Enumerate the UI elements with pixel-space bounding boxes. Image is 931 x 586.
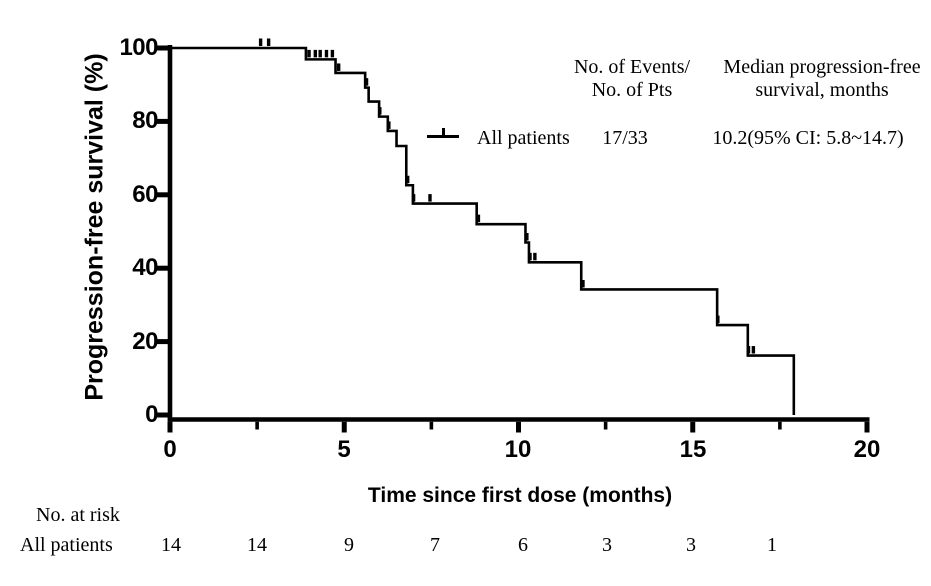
events-column-header-line1: No. of Events/ [573,56,691,78]
risk-count-7: 1 [767,534,777,556]
risk-count-1: 14 [247,534,267,556]
median-column-header: Median progression-free survival, months [723,56,920,102]
x-tick-label-0: 0 [163,436,177,463]
events-column-header-line2: No. of Pts [591,79,673,101]
median-column-header-line2: survival, months [755,79,889,101]
x-axis-title: Time since first dose (months) [367,484,673,507]
median-column-header-line1: Median progression-free [723,56,921,78]
risk-table-title: No. at risk [36,504,120,526]
events-column-header: No. of Events/ No. of Pts [574,56,690,102]
risk-count-5: 3 [602,534,612,556]
risk-count-3: 7 [430,534,440,556]
risk-count-2: 9 [344,534,354,556]
y-tick-label-80: 80 [132,107,158,134]
median-pfs-value: 10.2(95% CI: 5.8~14.7) [712,127,904,149]
km-step-curve [170,46,796,415]
legend-series-label: All patients [477,127,570,149]
y-tick-label-100: 100 [119,34,158,61]
risk-row-label: All patients [20,534,113,556]
risk-count-0: 14 [161,534,181,556]
events-over-pts-value: 17/33 [602,127,648,149]
risk-count-6: 3 [686,534,696,556]
y-tick-label-60: 60 [132,181,158,208]
y-tick-label-40: 40 [132,254,158,281]
x-tick-label-10: 10 [504,436,532,463]
risk-count-4: 6 [518,534,528,556]
x-tick-label-20: 20 [853,436,881,463]
y-tick-label-0: 0 [145,401,158,428]
x-tick-label-15: 15 [679,436,707,463]
y-tick-label-20: 20 [132,328,158,355]
x-tick-label-5: 5 [337,436,351,463]
